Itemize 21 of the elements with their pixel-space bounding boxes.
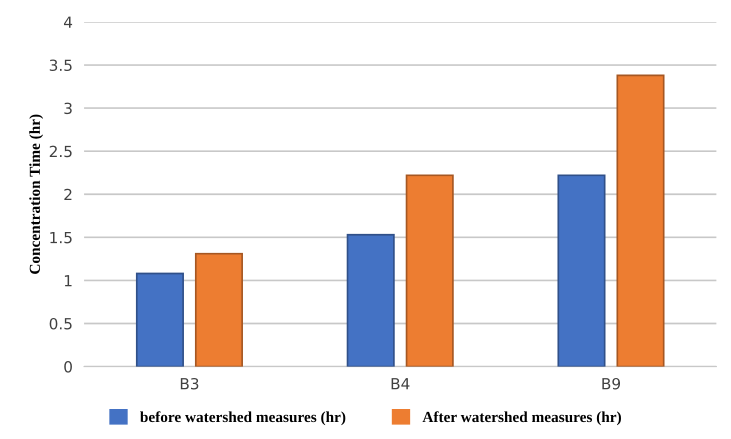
y-axis-title: Concentration Time (hr) bbox=[29, 114, 44, 274]
y-tick-label: 2.5 bbox=[50, 146, 72, 158]
bar bbox=[136, 272, 184, 367]
legend-label: After watershed measures (hr) bbox=[422, 411, 621, 426]
legend-label: before watershed measures (hr) bbox=[140, 411, 346, 426]
y-tick-label: 0.5 bbox=[50, 318, 72, 330]
x-tick-label: B9 bbox=[602, 378, 620, 390]
y-tick-label: 3.5 bbox=[50, 59, 72, 72]
y-tick-label: 1 bbox=[64, 275, 72, 286]
y-tick-label: 3 bbox=[64, 102, 72, 114]
x-tick-label: B4 bbox=[392, 378, 410, 390]
bar bbox=[557, 174, 606, 367]
y-tick-label: 0 bbox=[64, 361, 72, 373]
bar bbox=[616, 74, 665, 367]
bar bbox=[346, 234, 395, 367]
bar bbox=[406, 174, 454, 367]
y-tick-label: 4 bbox=[64, 16, 72, 28]
x-tick-label: B3 bbox=[180, 378, 198, 390]
y-tick-label: 2 bbox=[64, 188, 72, 200]
bar bbox=[194, 252, 243, 367]
y-tick-label: 1.5 bbox=[50, 232, 72, 244]
